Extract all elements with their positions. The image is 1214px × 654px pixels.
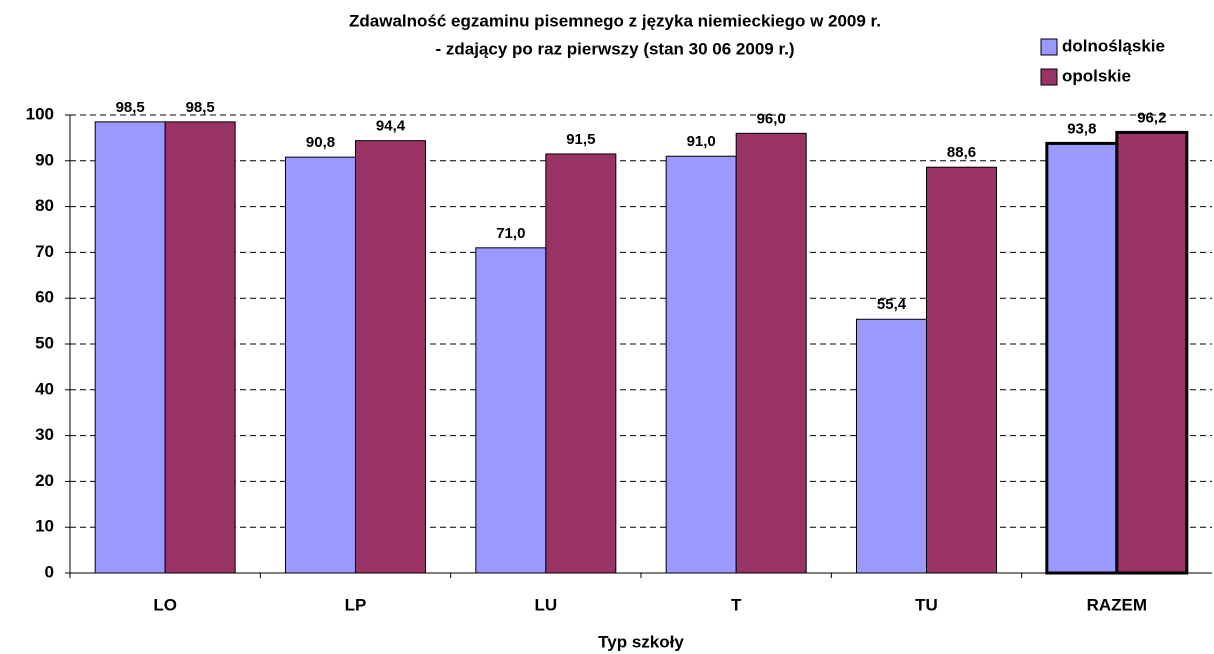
bar [285,156,356,574]
y-tick-label: 90 [35,150,54,169]
x-tick-label: LP [345,595,367,614]
bar [475,247,547,574]
bar [94,121,166,574]
data-label: 96,0 [757,110,786,127]
bar [545,153,617,574]
y-tick-label: 10 [35,517,54,536]
chart-title: - zdający po raz pierwszy (stan 30 06 20… [435,39,794,58]
y-tick-label: 40 [35,379,54,398]
data-label: 98,5 [116,99,145,116]
y-tick-label: 30 [35,425,54,444]
bar [926,166,997,574]
bar [164,121,236,574]
y-tick-label: 20 [35,471,54,490]
data-label: 71,0 [496,225,525,242]
data-label: 88,6 [947,144,976,161]
data-label: 94,4 [376,118,406,135]
legend-label: opolskie [1062,66,1131,85]
x-tick-label: TU [915,595,938,614]
bar [1115,130,1189,575]
bar [735,132,807,574]
y-tick-label: 80 [35,196,54,215]
data-label: 96,2 [1137,109,1166,126]
bar [1045,141,1119,575]
y-tick-label: 70 [35,242,54,261]
legend-label: dolnośląskie [1062,36,1165,55]
data-label: 91,0 [687,133,716,150]
data-label: 93,8 [1067,120,1096,137]
y-tick-label: 50 [35,333,54,352]
y-tick-label: 60 [35,288,54,307]
bar [355,140,426,574]
bar [665,155,737,574]
data-label: 98,5 [186,99,215,116]
bar [856,318,927,574]
data-label: 55,4 [877,296,907,313]
legend-swatch [1040,38,1058,56]
y-tick-label: 0 [45,562,54,581]
legend-swatch [1040,68,1058,86]
x-tick-label: RAZEM [1087,595,1147,614]
data-label: 91,5 [566,131,595,148]
x-tick-label: T [731,595,742,614]
y-tick-label: 100 [26,104,54,123]
x-axis-title: Typ szkoły [598,632,684,651]
data-label: 90,8 [306,134,335,151]
x-tick-label: LO [153,595,177,614]
chart-title: Zdawalność egzaminu pisemnego z języka n… [349,11,881,30]
x-tick-label: LU [534,595,557,614]
